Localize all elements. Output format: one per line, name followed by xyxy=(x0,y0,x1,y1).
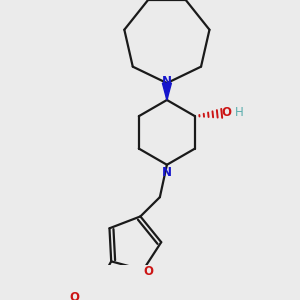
Text: N: N xyxy=(162,75,172,88)
Text: H: H xyxy=(235,106,244,119)
Polygon shape xyxy=(162,83,171,100)
Text: O: O xyxy=(143,265,153,278)
Text: N: N xyxy=(162,166,172,179)
Text: O: O xyxy=(221,106,231,119)
Text: O: O xyxy=(69,291,79,300)
